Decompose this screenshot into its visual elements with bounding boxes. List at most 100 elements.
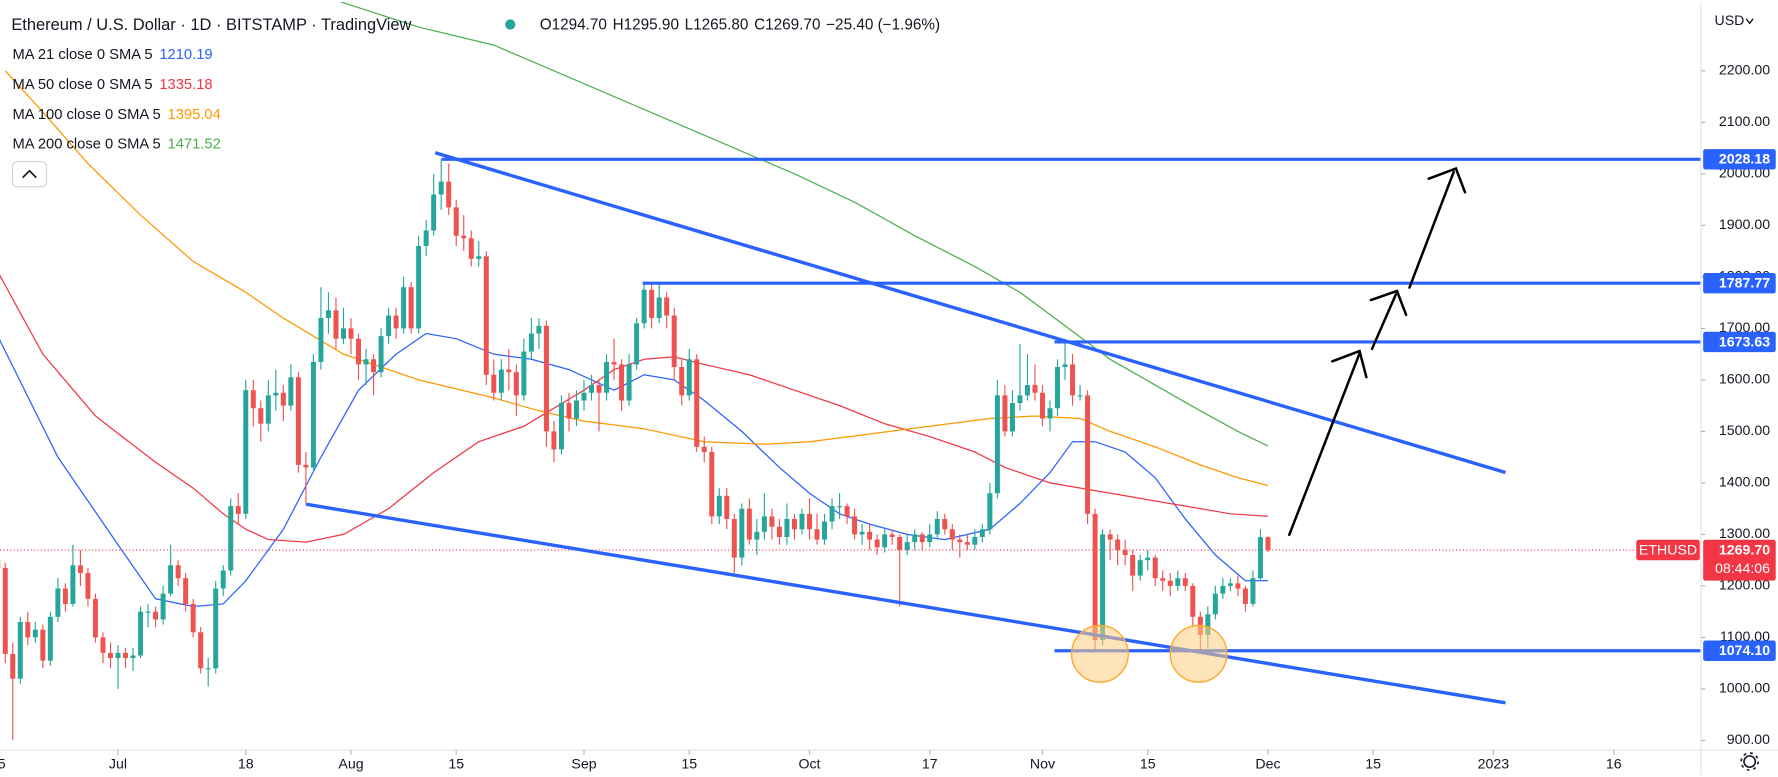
candle-body [318,318,324,362]
candle-body [551,431,557,450]
level-label-box [1703,640,1776,661]
candle-body [386,315,392,337]
candle-body [333,310,339,339]
candle-body [416,245,422,329]
candle-body [138,611,144,656]
currency-label[interactable]: USD [1715,13,1745,29]
settings-gear[interactable] [1743,755,1757,769]
candle-body [1152,557,1158,579]
y-tick-label: 1500.00 [1719,423,1770,439]
candle-body [859,531,865,535]
candle-body [581,392,587,401]
candle-body [776,526,782,537]
legend-entry: MA 100 close 0 SMA 5 1395.04 [12,107,220,123]
candle-body [543,325,549,432]
candle-body [754,531,760,540]
candle-body [393,315,399,329]
y-tick-label: 2000.00 [1719,166,1770,182]
candle-body [799,513,805,530]
annotations [1070,166,1467,683]
plot-area [0,1,1701,741]
candle-body [273,392,279,396]
candle-body [340,328,346,339]
candle-body [348,328,354,339]
candle-body [837,506,843,508]
candle-body [1009,403,1015,432]
candle-body [213,588,219,669]
candle-body [566,403,572,419]
arrow-line [1288,352,1361,537]
candle-body [521,351,527,396]
candle-body [619,364,625,401]
settings-icon[interactable] [1740,752,1759,771]
candle-body [1220,585,1226,594]
x-tick-label: Jul [109,757,127,773]
legend-name: MA 50 close 0 SMA 5 [12,77,152,93]
candle-body [2,567,8,654]
level-label-box [1703,331,1776,353]
candle-body [446,181,452,208]
candle-body [716,495,722,517]
candle-body [934,518,940,535]
y-tick-label: 1900.00 [1719,217,1770,233]
candle-body [295,377,301,465]
candle-body [1039,392,1045,419]
candle-body [498,369,504,393]
candle-body [987,493,993,530]
candle-body [1055,367,1061,409]
candle-body [897,536,903,550]
y-tick-label: 1400.00 [1719,475,1770,491]
x-tick-label: 15 [1140,757,1156,773]
candle-body [1250,578,1256,604]
ma-line [340,1,1269,447]
candle-body [724,495,730,519]
candle-body [791,518,797,530]
candle-body [265,395,271,424]
arrow-head [1427,166,1467,194]
y-tick-label: 1600.00 [1719,372,1770,388]
candle-body [994,395,1000,494]
level-label: 1673.63 [1719,334,1770,350]
trendline [434,151,1506,475]
candle-body [115,652,121,659]
last-price-label: 1269.70 [1719,542,1770,558]
projection-arrows [1288,166,1467,537]
candle-body [10,653,16,679]
level-label: 2028.18 [1719,152,1770,168]
y-tick-label: 900.00 [1727,732,1770,748]
candle-body [423,230,429,246]
candle-body [844,506,850,517]
candle-body [949,529,955,540]
x-tick-label: 15 [0,757,6,773]
candle-body [205,668,211,670]
candle-body [761,516,767,532]
candle-body [288,377,294,406]
candle-body [964,542,970,545]
candle-body [649,289,655,319]
candle-body [656,297,662,319]
x-tick-label: 16 [1606,757,1622,773]
candle-body [468,238,474,259]
candle-body [1024,385,1030,396]
legend-value: 1335.18 [159,77,212,93]
collapse-button[interactable] [11,161,48,188]
last-price-box [1703,539,1776,581]
legend-entry: MA 50 close 0 SMA 5 1335.18 [12,77,212,93]
x-tick-label: 15 [1365,757,1381,773]
collapse-button-frame[interactable] [11,161,48,188]
settings-gear-teeth [1740,752,1759,771]
candle-body [1167,580,1173,586]
countdown-label: 08:44:06 [1715,561,1770,577]
legend-value: 1210.19 [159,47,212,63]
quote-item: H1295.90 [613,17,679,34]
candle-body [1070,364,1076,396]
candle-body [363,359,369,365]
quote-item: L1265.80 [685,17,749,34]
candle-body [431,194,437,231]
ma-line [0,332,1268,608]
candle-body [1205,614,1211,635]
candle-body [506,369,512,373]
candle-body [641,289,647,324]
candle-body [709,451,715,517]
candle-body [228,506,234,571]
